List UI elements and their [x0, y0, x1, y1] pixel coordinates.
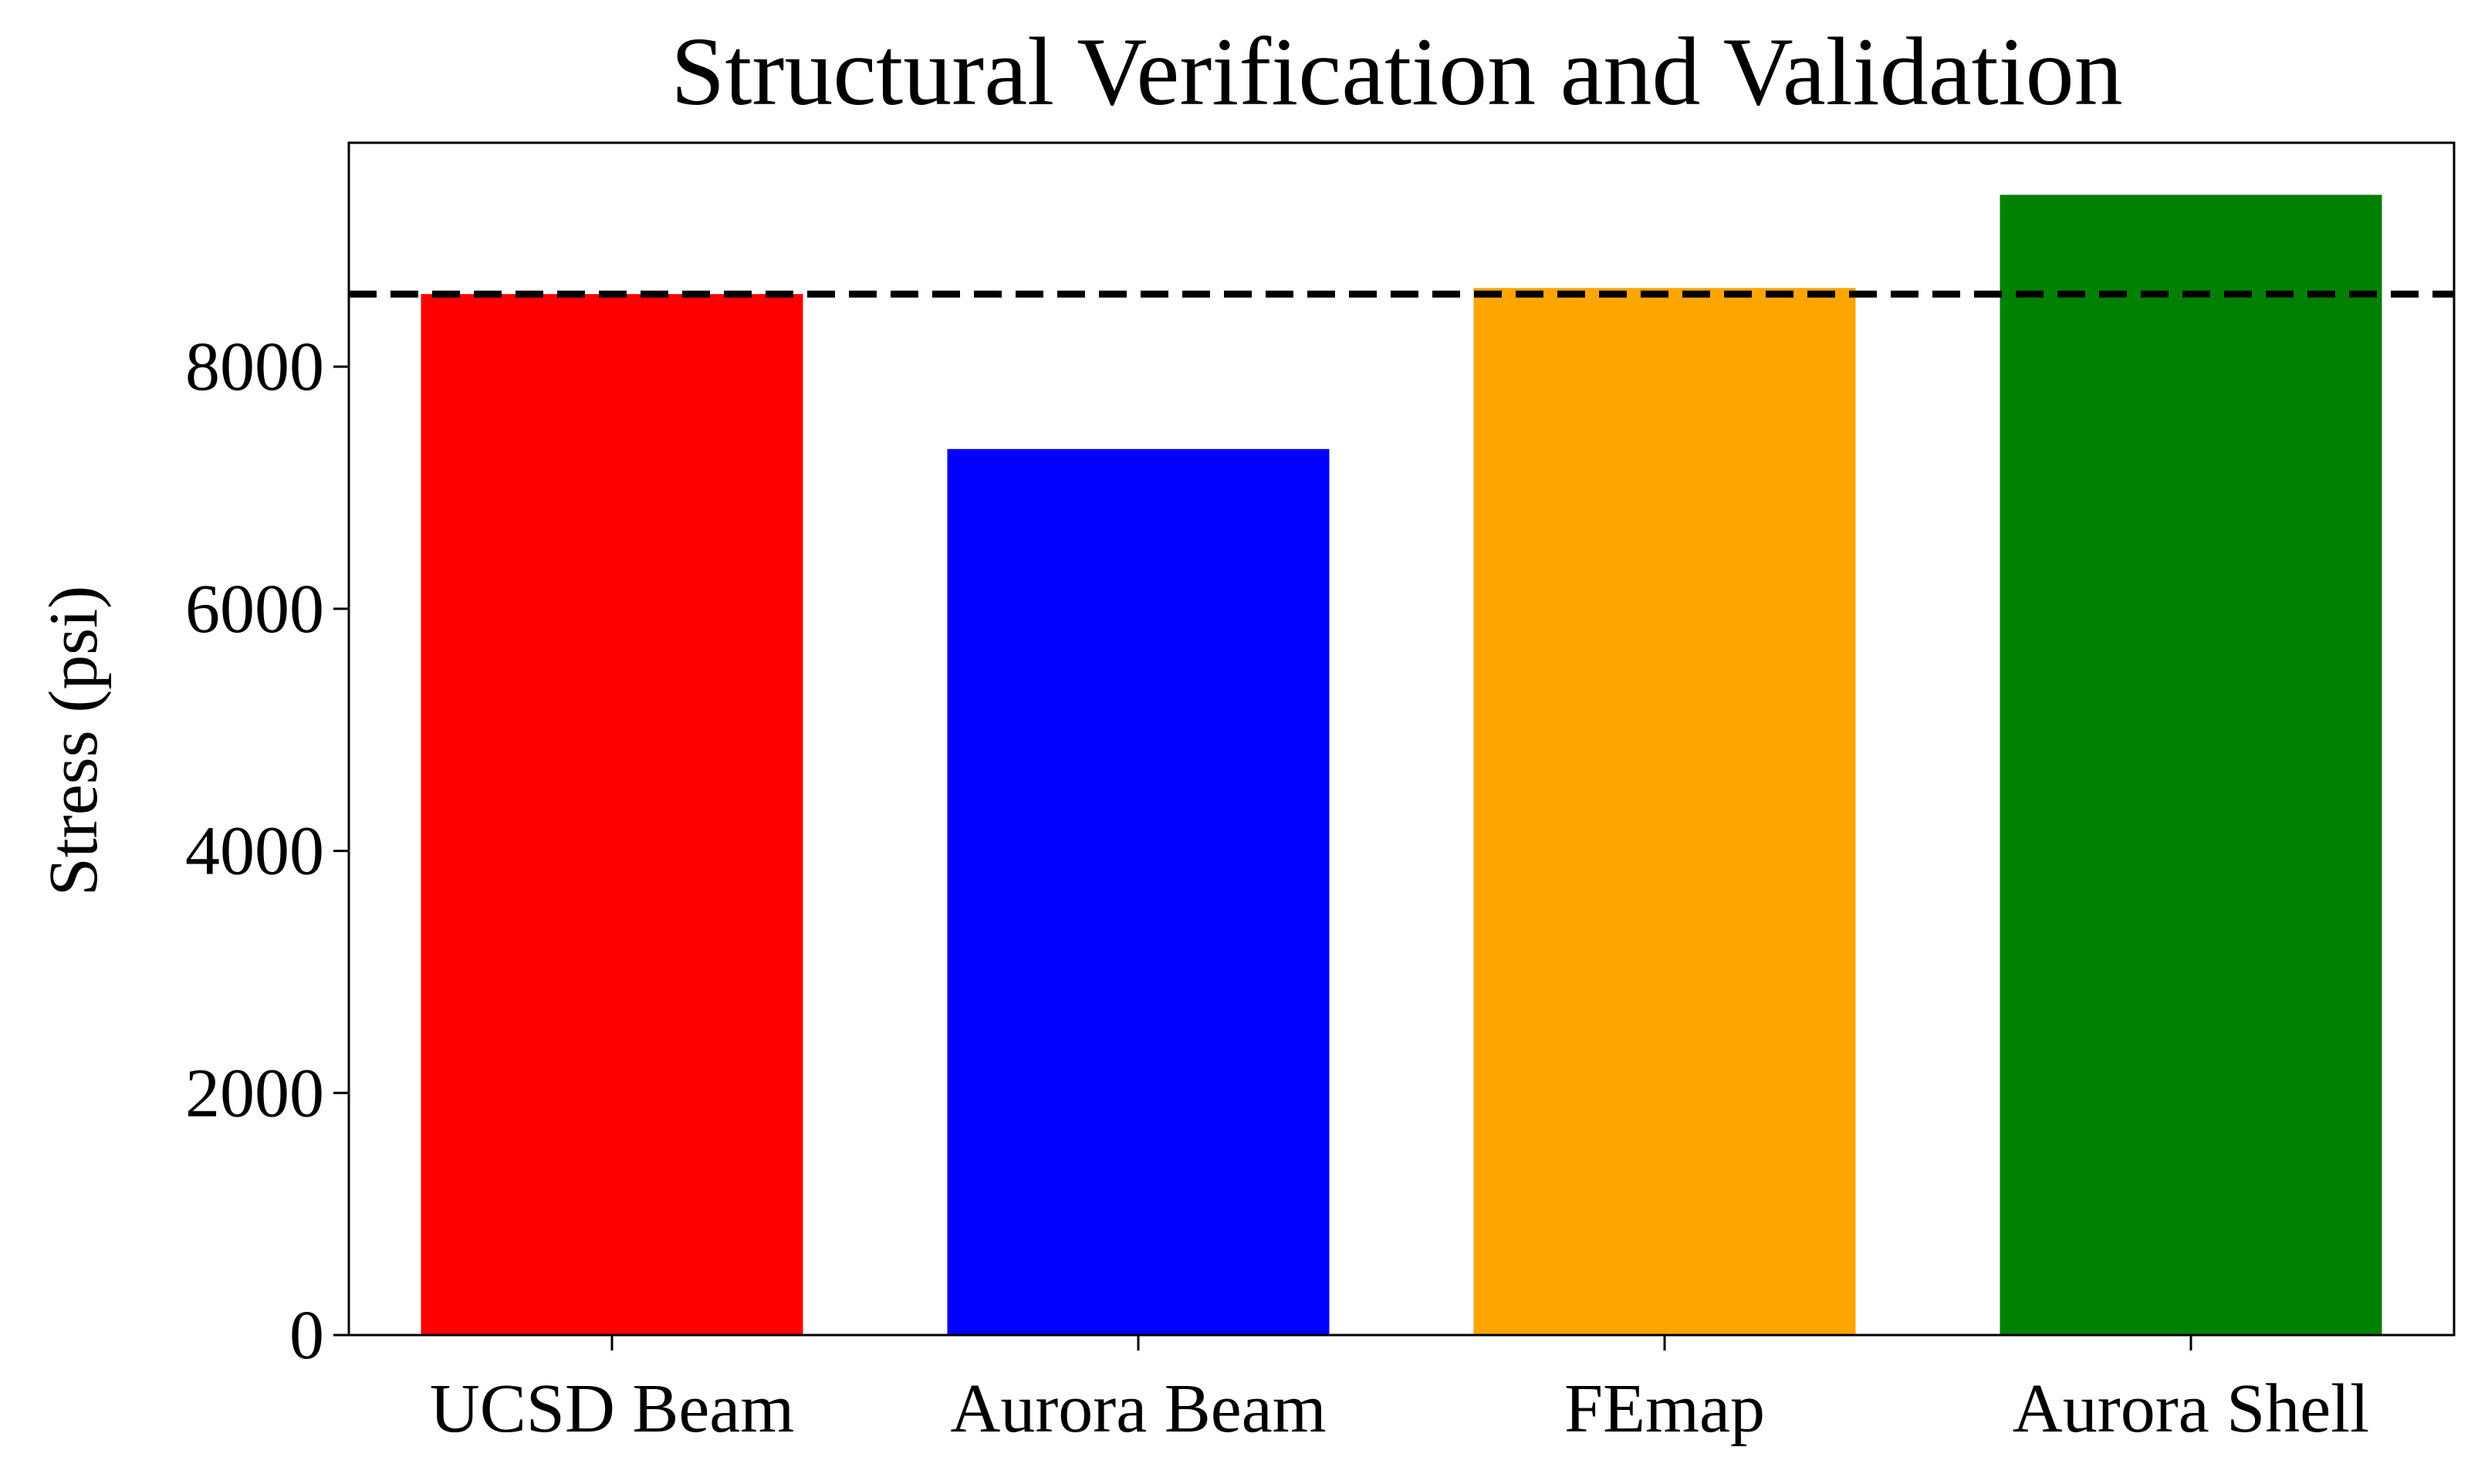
bar-aurora-beam	[947, 448, 1330, 1335]
y-tick-label: 8000	[185, 329, 324, 405]
y-tick-label: 4000	[185, 813, 324, 890]
x-tick-label: FEmap	[1564, 1371, 1765, 1447]
y-tick-label: 0	[289, 1297, 324, 1374]
bar-aurora-shell	[2000, 194, 2382, 1336]
bars-layer	[421, 194, 2382, 1336]
bar-ucsd-beam	[421, 294, 803, 1336]
x-ticks: UCSD Beam Aurora Beam FEmap Aurora Shell	[430, 1335, 2369, 1447]
y-ticks: 0 2000 4000 6000 8000	[185, 329, 349, 1374]
axes-layer	[347, 141, 2456, 1337]
x-tick-label: Aurora Shell	[2013, 1371, 2369, 1447]
y-tick-label: 6000	[185, 571, 324, 647]
x-tick-label: Aurora Beam	[950, 1371, 1326, 1447]
x-tick-label: UCSD Beam	[430, 1371, 795, 1447]
plot-frame	[347, 141, 2456, 1337]
y-tick-label: 2000	[185, 1055, 324, 1131]
y-axis-label: Stress (psi)	[35, 586, 112, 897]
chart-title: Structural Verification and Validation	[671, 19, 2122, 126]
bar-femap	[1473, 288, 1856, 1335]
